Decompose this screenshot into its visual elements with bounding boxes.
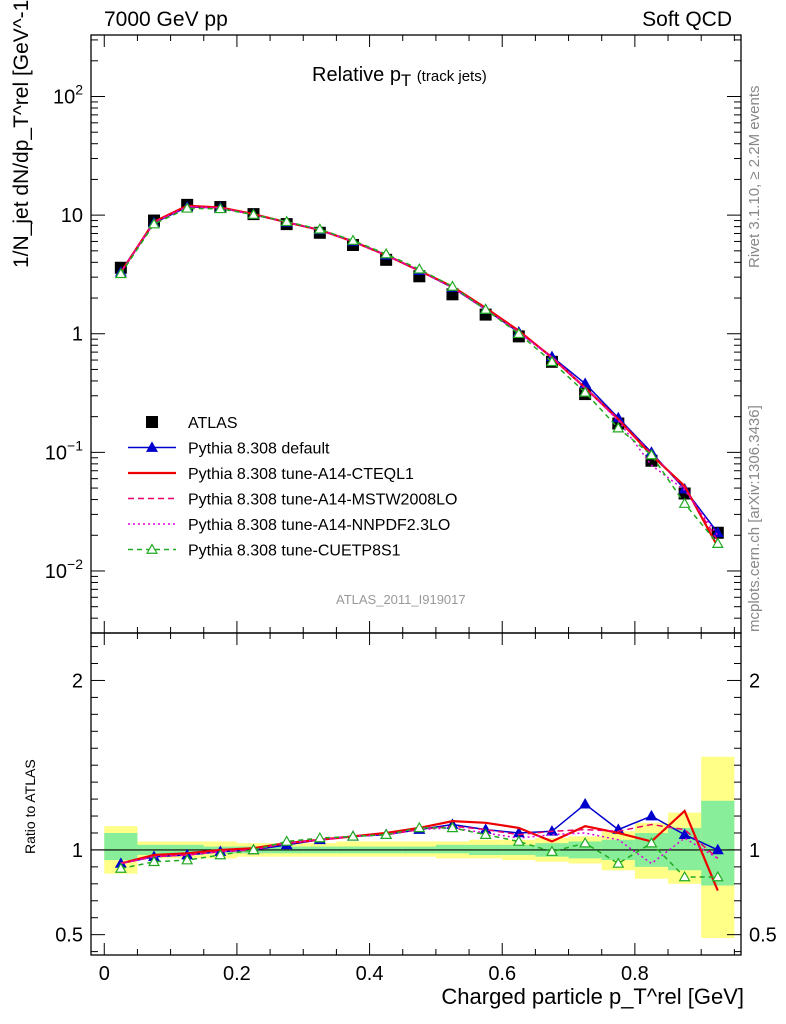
ratio-point-cuetp8s1 <box>247 843 260 855</box>
ratio-point-cuetp8s1 <box>114 862 127 873</box>
legend-label-atlas: ATLAS <box>188 415 238 432</box>
data-point-cuetp8s1 <box>446 280 459 291</box>
series-line-a14_nnpdf <box>120 205 719 536</box>
data-point-cuetp8s1 <box>280 215 293 227</box>
data-point-cuetp8s1 <box>114 267 127 279</box>
data-point-cuetp8s1 <box>380 247 393 259</box>
legend-marker-cuetp8s1 <box>146 543 158 554</box>
ratio-band-green <box>104 832 138 861</box>
x-tick-label: 0 <box>99 963 110 985</box>
ratio-point-cuetp8s1 <box>347 830 359 841</box>
ratio-point-default <box>645 809 658 821</box>
data-point-cuetp8s1 <box>214 202 227 214</box>
ratio-point-default <box>579 798 592 809</box>
ratio-point-cuetp8s1 <box>512 835 525 846</box>
ratio-point-cuetp8s1 <box>612 857 625 868</box>
legend-marker-default <box>146 441 158 452</box>
ratio-tick-label-right: 1 <box>749 840 760 862</box>
y-tick-label: 1 <box>72 324 83 346</box>
x-tick-label: 0.6 <box>488 963 516 985</box>
x-axis-label: Charged particle p_T^rel [GeV] <box>441 984 744 1009</box>
ratio-point-cuetp8s1 <box>413 821 426 833</box>
ratio-band-green <box>435 844 470 854</box>
legend-label-a14_mstw: Pythia 8.308 tune-A14-MSTW2008LO <box>188 492 457 509</box>
ratio-point-cuetp8s1 <box>181 853 194 865</box>
ratio-point-cuetp8s1 <box>214 848 227 860</box>
ratio-tick-label-left: 0.5 <box>55 925 83 947</box>
ratio-tick-label-right: 2 <box>749 670 760 692</box>
ratio-point-cuetp8s1 <box>446 821 459 833</box>
ratio-point-cuetp8s1 <box>148 855 160 867</box>
ratio-point-cuetp8s1 <box>479 828 492 839</box>
data-point-cuetp8s1 <box>612 421 625 433</box>
data-point-cuetp8s1 <box>711 537 724 548</box>
plot-title-main: Relative p <box>312 64 401 86</box>
ratio-tick-label-right: 0.5 <box>749 925 777 947</box>
rivet-label: Rivet 3.1.10, ≥ 2.2M events <box>746 85 763 269</box>
header-right: Soft QCD <box>642 8 732 31</box>
data-point-cuetp8s1 <box>645 448 658 460</box>
y-tick-label: 10−1 <box>45 437 83 464</box>
ratio-point-cuetp8s1 <box>545 845 558 856</box>
legend-label-default: Pythia 8.308 default <box>188 441 330 458</box>
data-point-cuetp8s1 <box>479 303 492 314</box>
legend-label-a14_cteql1: Pythia 8.308 tune-A14-CTEQL1 <box>188 466 414 483</box>
data-point-cuetp8s1 <box>247 208 260 219</box>
ratio-axis-label: Ratio to ATLAS <box>22 759 38 854</box>
data-point-cuetp8s1 <box>512 327 525 339</box>
ratio-point-cuetp8s1 <box>280 835 293 846</box>
x-tick-label: 0.2 <box>223 963 251 985</box>
ratio-point-cuetp8s1 <box>678 870 691 882</box>
legend-marker-atlas <box>146 416 158 428</box>
legend-label-a14_nnpdf: Pythia 8.308 tune-A14-NNPDF2.3LO <box>188 517 450 534</box>
y-tick-label: 10−2 <box>45 556 83 583</box>
series-line-default <box>120 206 719 534</box>
data-point-cuetp8s1 <box>181 202 194 213</box>
data-point-cuetp8s1 <box>678 497 691 508</box>
y-axis-label: 1/N_jet dN/dp_T^rel [GeV^-1] <box>10 0 33 268</box>
ratio-point-cuetp8s1 <box>313 831 326 843</box>
ratio-point-cuetp8s1 <box>579 836 592 848</box>
ratio-point-cuetp8s1 <box>645 836 658 848</box>
data-point-cuetp8s1 <box>347 234 359 245</box>
x-tick-label: 0.4 <box>356 963 384 985</box>
ratio-tick-label-left: 2 <box>72 670 83 692</box>
data-point-cuetp8s1 <box>579 386 592 397</box>
analysis-id: ATLAS_2011_I919017 <box>336 592 466 607</box>
mcplots-label: mcplots.cern.ch [arXiv:1306.3436] <box>746 405 763 632</box>
data-point-cuetp8s1 <box>148 217 160 229</box>
plot-title-sub: T <box>400 71 412 90</box>
ratio-point-cuetp8s1 <box>380 828 393 839</box>
x-tick-label: 0.8 <box>621 963 649 985</box>
ratio-tick-label-left: 1 <box>72 840 83 862</box>
ratio-point-default <box>678 828 691 839</box>
ratio-point-default <box>711 843 724 855</box>
y-tick-label: 10 <box>61 205 83 227</box>
plot-title-note: (track jets) <box>416 68 487 85</box>
ratio-point-cuetp8s1 <box>711 870 724 882</box>
header-left: 7000 GeV pp <box>104 8 228 31</box>
y-tick-label: 102 <box>53 82 83 109</box>
ratio-plot-frame <box>90 632 742 956</box>
data-point-default <box>711 526 724 538</box>
data-point-cuetp8s1 <box>545 355 558 367</box>
data-point-cuetp8s1 <box>313 223 326 234</box>
data-point-cuetp8s1 <box>413 263 426 274</box>
legend-label-cuetp8s1: Pythia 8.308 tune-CUETP8S1 <box>188 543 401 560</box>
plot-title: Relative pT (track jets) <box>312 64 487 91</box>
